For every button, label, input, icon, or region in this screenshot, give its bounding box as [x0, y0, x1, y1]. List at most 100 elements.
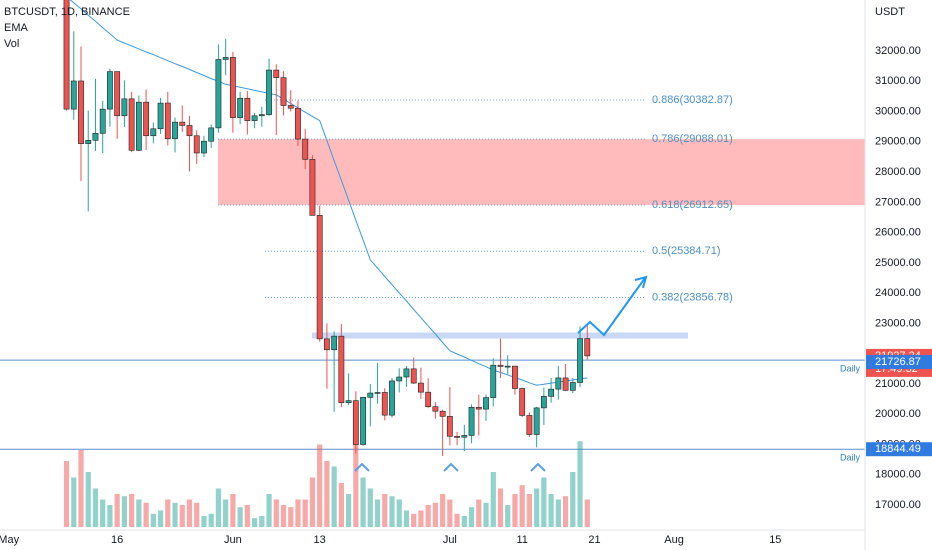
volume-bar: [396, 499, 402, 527]
volume-bar: [280, 505, 287, 527]
volume-bar: [461, 516, 467, 527]
volume-bar: [100, 499, 106, 527]
candle-body: [258, 114, 265, 117]
volume-bar: [367, 488, 373, 527]
level-label: Daily: [840, 363, 861, 373]
candle-body: [425, 391, 432, 407]
volume-bar: [107, 505, 113, 527]
volume-bar: [403, 510, 410, 527]
candle-body: [63, 0, 70, 110]
volume-bar: [468, 507, 475, 527]
candle-body: [273, 69, 280, 78]
fib-label: 0.786(29088.01): [652, 133, 733, 145]
candle-body: [418, 382, 424, 393]
volume-bar: [136, 499, 142, 527]
volume-bar: [92, 488, 99, 527]
candle-body: [309, 159, 316, 216]
volume-bar: [353, 439, 359, 527]
volume-bar: [577, 441, 583, 527]
volume-bar: [85, 472, 91, 527]
y-tick-label: 31000.00: [875, 75, 921, 87]
candle-body: [107, 71, 113, 110]
volume-bar: [497, 488, 504, 527]
x-tick-label: Jun: [224, 534, 242, 546]
candle-body: [403, 368, 410, 378]
volume-bar: [338, 483, 344, 527]
candle-body: [483, 397, 489, 410]
y-tick-label: 30000.00: [875, 105, 921, 117]
candle-body: [345, 400, 352, 404]
volume-bar: [244, 505, 250, 527]
candle-body: [229, 57, 236, 118]
candle-body: [331, 335, 338, 351]
volume-bar: [78, 450, 84, 527]
level-value: 18844.49: [875, 443, 921, 455]
candle-body: [179, 121, 186, 126]
candle-body: [352, 400, 359, 445]
volume-bar: [288, 507, 294, 527]
y-tick-label: 26000.00: [875, 227, 921, 239]
candle-body: [360, 396, 366, 445]
y-tick-label: 17000.00: [875, 499, 921, 511]
volume-bar: [526, 494, 533, 527]
candle-body: [497, 364, 504, 367]
candle-body: [143, 101, 149, 137]
candle-body: [577, 338, 583, 383]
volume-bar: [215, 488, 222, 527]
volume-bar: [208, 513, 214, 527]
volume-bar: [360, 477, 366, 527]
candle-body: [186, 125, 193, 137]
candle-body: [85, 140, 92, 144]
volume-bar: [259, 516, 265, 527]
volume-bar: [266, 494, 272, 527]
candle-body: [208, 127, 215, 142]
y-tick-label: 25000.00: [875, 257, 921, 269]
candle-body: [512, 365, 518, 389]
volume-bar: [230, 494, 236, 527]
volume-bar: [519, 485, 525, 527]
candle-body: [302, 138, 309, 160]
volume-bar: [541, 477, 547, 527]
candle-body: [157, 102, 164, 130]
candle-body: [396, 376, 403, 382]
volume-bar: [584, 499, 590, 527]
y-tick-label: 18000.00: [875, 469, 921, 481]
candle-body: [280, 77, 287, 106]
volume-bar: [432, 502, 438, 527]
y-tick-label: 23000.00: [875, 317, 921, 329]
volume-bar: [71, 477, 77, 527]
candle-body: [172, 121, 178, 140]
volume-bar: [331, 466, 337, 527]
volume-bar: [505, 505, 511, 527]
x-tick-label: 11: [516, 534, 527, 546]
volume-bar: [440, 494, 446, 527]
volume-bar: [454, 513, 460, 527]
volume-bar: [194, 502, 200, 527]
volume-bar: [302, 499, 308, 527]
candle-body: [389, 380, 395, 416]
candle-body: [555, 377, 562, 390]
x-tick-label: 21: [588, 534, 600, 546]
volume-bar: [562, 496, 569, 527]
candle-body: [70, 80, 77, 110]
candle-body: [92, 133, 99, 141]
volume-bar: [411, 513, 417, 527]
symbol: BTCUSDT, 1D, BINANCE: [4, 6, 130, 18]
volume-bar: [512, 494, 518, 527]
candle-body: [295, 107, 301, 140]
candle-body: [475, 406, 482, 410]
candle-body: [78, 80, 84, 144]
candle-body: [193, 135, 200, 154]
y-tick-label: 28000.00: [875, 166, 921, 178]
y-tick-label: 32000.00: [875, 45, 921, 57]
candle-body: [128, 98, 135, 151]
candle-body: [324, 338, 330, 351]
volume-bar: [186, 499, 193, 527]
candle-body: [287, 105, 294, 109]
volume-bar: [309, 477, 316, 527]
indicator: Vol: [4, 38, 19, 50]
volume-bar: [324, 461, 330, 527]
volume-bar: [447, 499, 453, 527]
volume-bar: [425, 505, 431, 527]
